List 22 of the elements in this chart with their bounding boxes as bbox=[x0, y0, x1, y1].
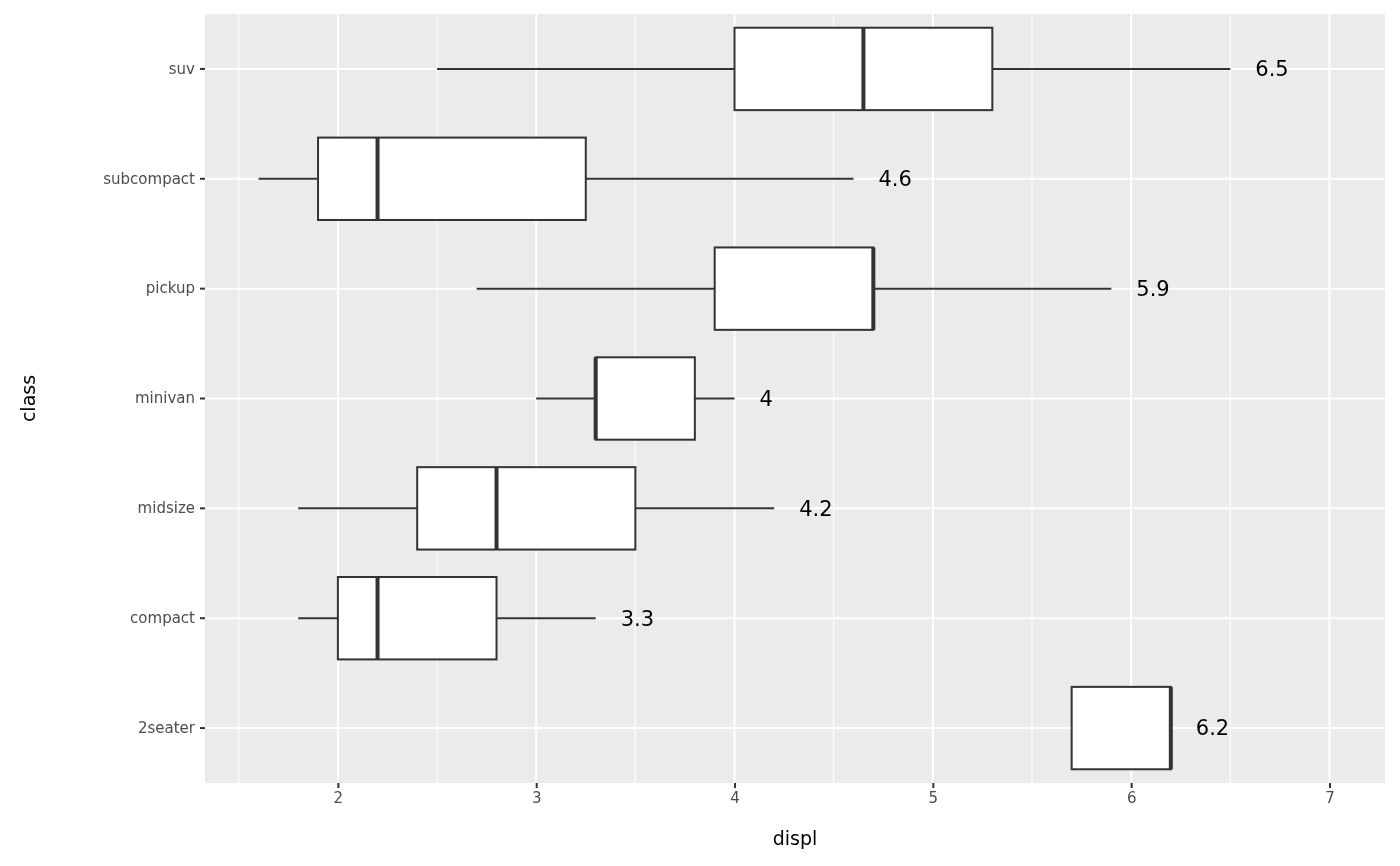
x-tick-label: 3 bbox=[531, 788, 542, 807]
annotation: 4.2 bbox=[799, 496, 833, 521]
y-tick-label: pickup bbox=[145, 279, 195, 298]
x-tick-label: 4 bbox=[730, 788, 740, 807]
annotation: 4 bbox=[759, 386, 773, 411]
x-tick-label: 5 bbox=[928, 788, 939, 807]
annotation: 4.6 bbox=[878, 167, 912, 192]
y-tick-label: minivan bbox=[134, 389, 195, 408]
x-tick-label: 2 bbox=[333, 788, 344, 807]
y-tick-label: compact bbox=[130, 609, 196, 628]
annotation: 6.2 bbox=[1195, 716, 1230, 741]
y-tick-label: suv bbox=[168, 59, 196, 78]
annotation: 6.5 bbox=[1255, 57, 1289, 82]
y-tick-label: midsize bbox=[137, 499, 195, 518]
y-tick-label: 2seater bbox=[137, 718, 196, 737]
y-axis-title: class bbox=[17, 374, 39, 423]
x-tick-label: 7 bbox=[1325, 788, 1335, 807]
x-tick-label: 6 bbox=[1126, 788, 1137, 807]
y-tick-label: subcompact bbox=[103, 169, 196, 188]
x-axis-title: displ bbox=[772, 827, 818, 849]
annotation: 3.3 bbox=[620, 606, 655, 631]
annotation: 5.9 bbox=[1136, 276, 1170, 301]
